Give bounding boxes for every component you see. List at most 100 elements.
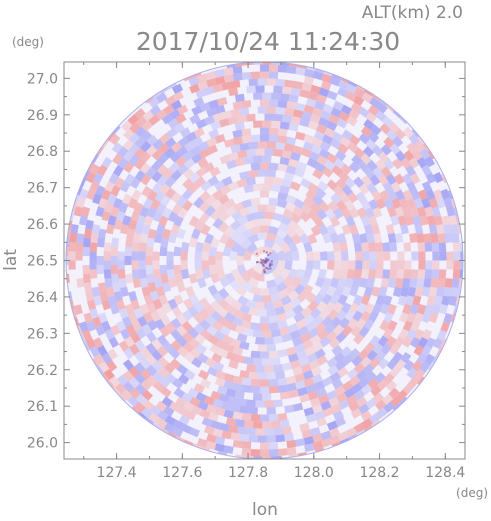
- radar-cell: [342, 354, 354, 366]
- radar-cell: [99, 291, 109, 302]
- radar-cell: [215, 250, 224, 261]
- radar-cell: [358, 376, 370, 388]
- radar-cell: [250, 378, 261, 387]
- radar-cell: [134, 147, 146, 159]
- radar-cell: [310, 334, 322, 346]
- radar-cell: [236, 245, 247, 257]
- radar-cell: [166, 251, 174, 261]
- radar-cell: [127, 114, 139, 126]
- radar-cell: [115, 382, 127, 395]
- radar-cell: [287, 219, 300, 231]
- radar-speckle: [263, 250, 266, 253]
- radar-cell: [91, 286, 101, 297]
- radar-cell: [390, 181, 402, 193]
- radar-cell: [438, 242, 447, 252]
- radar-cell: [324, 301, 336, 313]
- radar-cell: [198, 308, 211, 320]
- radar-cell: [193, 323, 205, 335]
- radar-cell: [331, 378, 344, 390]
- radar-cell: [386, 358, 398, 371]
- radar-cell: [149, 104, 162, 116]
- radar-cell: [140, 130, 153, 142]
- radar-cell: [171, 83, 184, 94]
- radar-cell: [237, 150, 248, 159]
- radar-cell: [423, 233, 432, 243]
- radar-cell: [236, 264, 247, 276]
- radar-cell: [173, 387, 185, 399]
- y-tick-label: 26.1: [27, 399, 58, 415]
- radar-cell: [116, 299, 126, 311]
- x-axis-label: lon: [252, 500, 278, 520]
- radar-cell: [252, 393, 263, 401]
- radar-cell: [268, 127, 279, 136]
- radar-cell: [159, 183, 171, 195]
- radar-cell: [365, 398, 377, 410]
- radar-cell: [107, 295, 117, 306]
- radar-cell: [310, 426, 321, 437]
- radar-cell: [378, 286, 388, 297]
- radar-cell: [398, 197, 409, 209]
- radar-cell: [308, 359, 320, 370]
- radar-cell: [255, 337, 265, 345]
- radar-cell: [85, 219, 94, 230]
- radar-cell: [313, 130, 325, 141]
- radar-cell: [131, 189, 142, 201]
- radar-speckle: [264, 260, 267, 263]
- radar-cell: [250, 350, 261, 359]
- radar-cell: [219, 325, 232, 337]
- radar-cell: [236, 333, 248, 343]
- radar-cell: [341, 224, 352, 235]
- radar-cell: [111, 237, 120, 248]
- altitude-label: ALT(km) 2.0: [362, 3, 463, 23]
- radar-cell: [181, 392, 193, 403]
- radar-cell: [418, 260, 426, 270]
- radar-cell: [450, 287, 459, 298]
- radar-cell: [163, 422, 176, 434]
- radar-cell: [157, 410, 169, 422]
- radar-cell: [330, 107, 342, 118]
- radar-cell: [241, 135, 252, 144]
- radar-cell: [286, 439, 297, 449]
- radar-cell: [214, 406, 226, 417]
- radar-cell: [332, 301, 344, 314]
- radar-cell: [225, 351, 237, 362]
- radar-cell: [96, 264, 105, 275]
- x-tick-label: 127.4: [97, 465, 137, 481]
- radar-cell: [273, 113, 283, 122]
- radar-cell: [234, 390, 245, 399]
- radar-cell: [268, 322, 279, 331]
- radar-cell: [266, 106, 277, 114]
- radar-cell: [257, 344, 267, 352]
- radar-cell: [91, 224, 101, 235]
- radar-cell: [131, 251, 139, 261]
- radar-cell: [299, 118, 310, 128]
- radar-cell: [171, 427, 184, 438]
- radar-cell: [292, 402, 304, 412]
- radar-cell: [371, 145, 384, 157]
- radar-cell: [216, 306, 229, 318]
- radar-cell: [273, 364, 283, 373]
- radar-cell: [313, 380, 325, 391]
- radar-cell: [185, 285, 196, 297]
- radar-cell: [339, 136, 351, 148]
- radar-cell: [187, 387, 199, 399]
- radar-cell: [156, 203, 167, 215]
- radar-cell: [230, 403, 241, 413]
- radar-cell: [345, 83, 358, 94]
- radar-cell: [110, 303, 120, 315]
- radar-cell: [259, 127, 270, 135]
- radar-cell: [400, 157, 412, 169]
- radar-cell: [426, 215, 436, 226]
- radar-cell: [206, 433, 217, 443]
- radar-cell: [89, 308, 99, 319]
- radar-cell: [207, 175, 219, 187]
- radar-cell: [262, 62, 272, 65]
- radar-cell: [432, 260, 440, 270]
- radar-cell: [134, 351, 146, 363]
- radar-cell: [294, 380, 306, 390]
- radar-cell: [435, 286, 445, 297]
- radar-cell: [123, 381, 135, 393]
- radar-cell: [268, 71, 279, 79]
- radar-cell: [266, 435, 276, 443]
- radar-cell: [206, 78, 217, 88]
